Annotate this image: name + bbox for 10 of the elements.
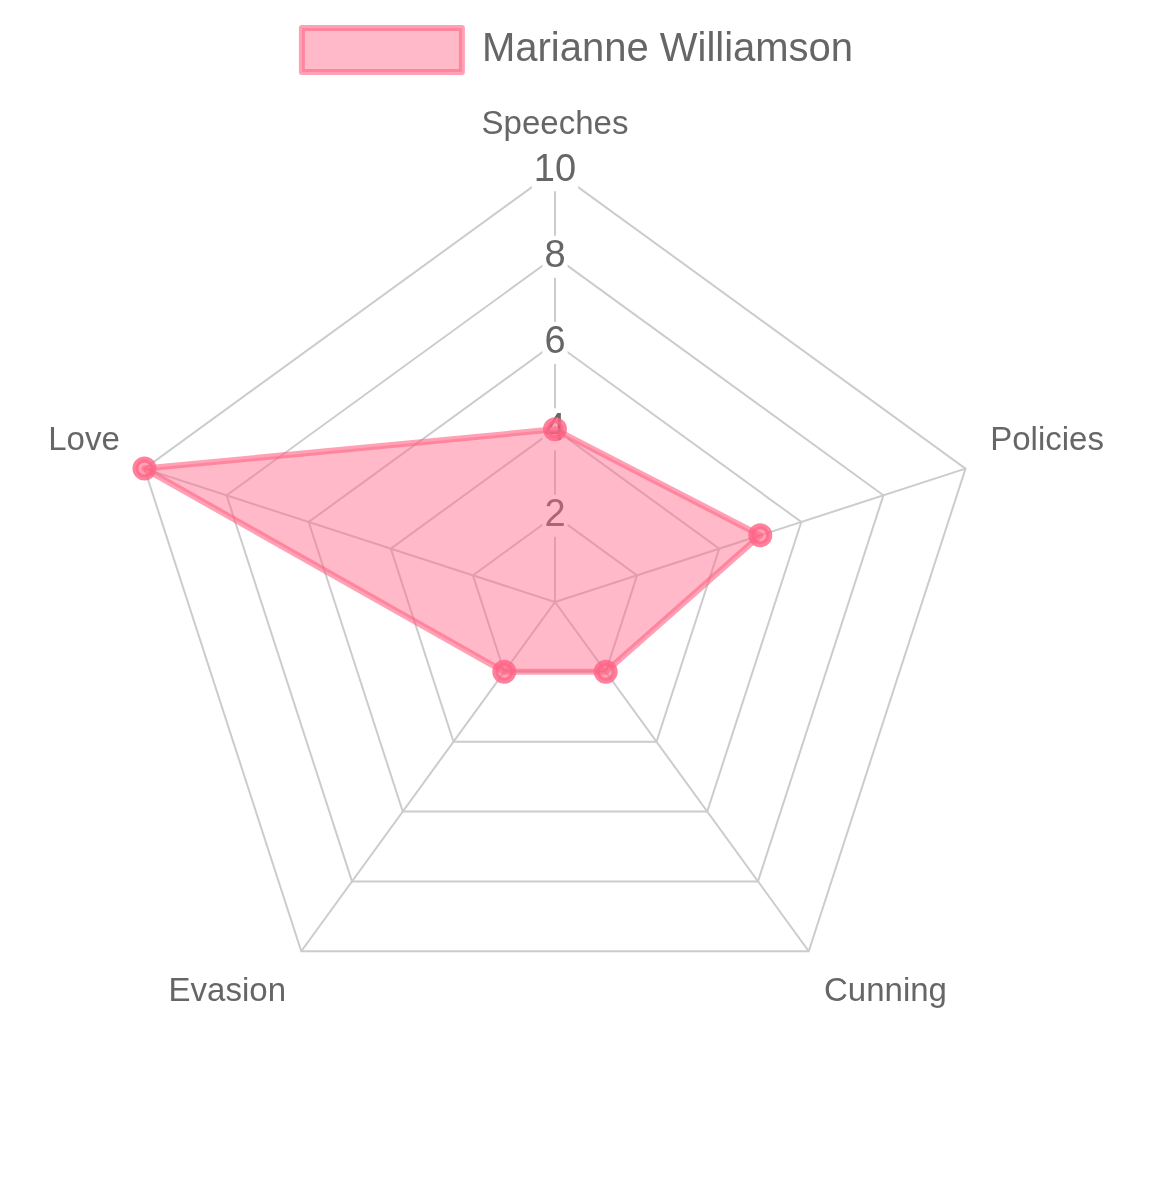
- spoke-label: Love: [48, 419, 120, 457]
- spoke-label: Speeches: [481, 103, 629, 141]
- y-tick-label: 2: [544, 492, 566, 535]
- y-tick-label: 8: [544, 233, 566, 276]
- spoke-label: Evasion: [168, 971, 286, 1009]
- spoke-label: Policies: [990, 419, 1104, 457]
- legend-label: Marianne Williamson: [481, 25, 854, 70]
- spoke-label: Cunning: [824, 971, 947, 1009]
- y-tick-label: 6: [544, 319, 566, 362]
- y-tick-label: 10: [533, 146, 577, 189]
